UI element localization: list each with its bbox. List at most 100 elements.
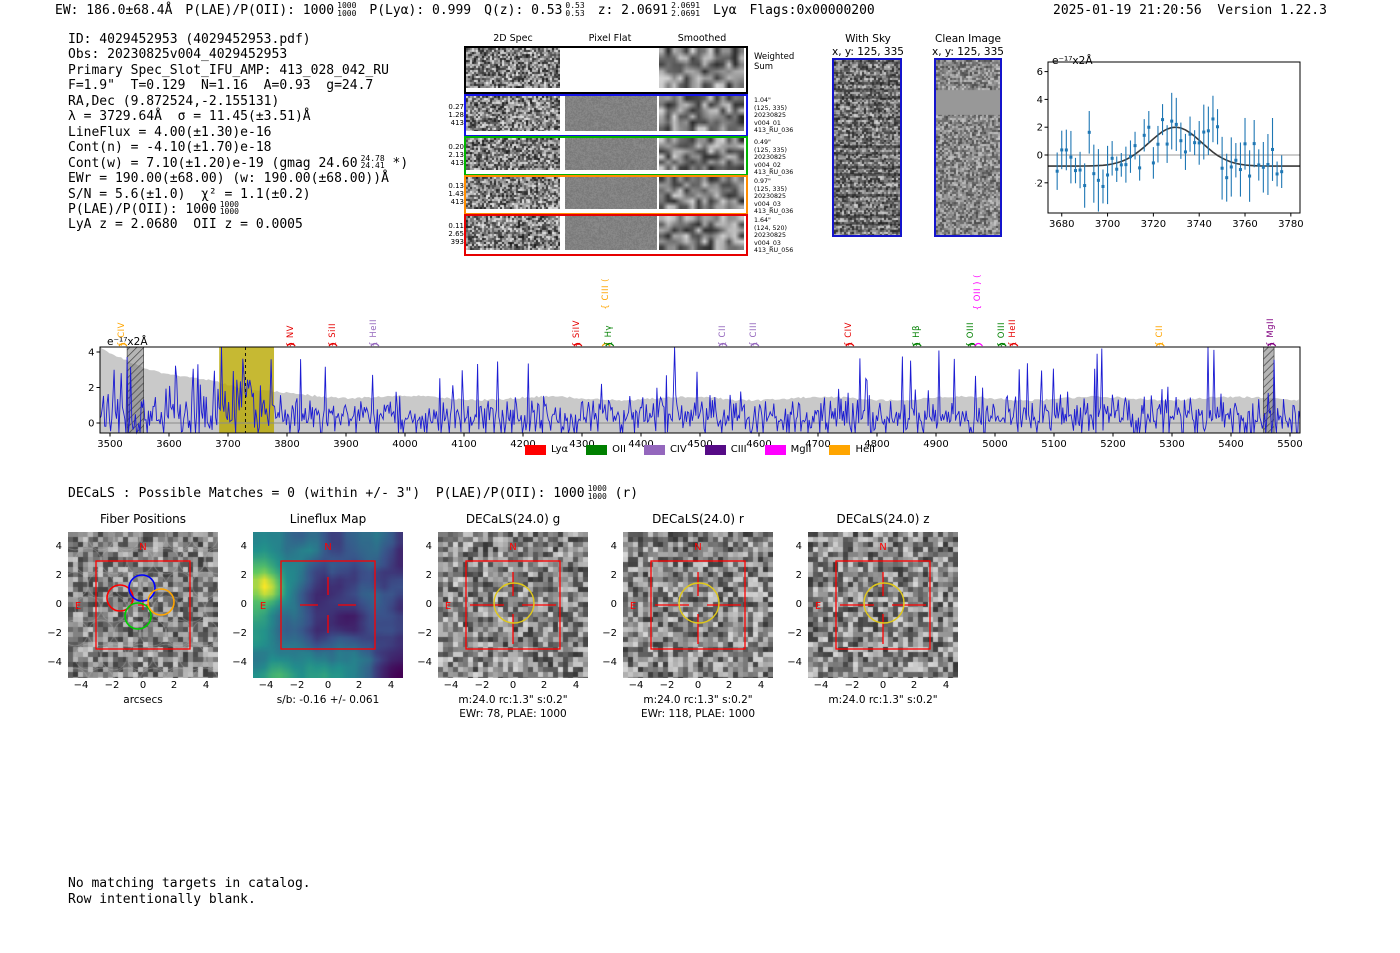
spec2d-cell-image [659, 138, 744, 170]
east-marker: E [630, 601, 636, 612]
emission-line-label-h: { Hβ [911, 325, 922, 347]
svg-text:5300: 5300 [1159, 439, 1184, 450]
panel-ytick: 0 [55, 599, 62, 610]
spec2d-row-right-labels: Weighted Sum [754, 52, 795, 72]
panel-xtick: 0 [694, 680, 702, 691]
panel-ytick: −2 [787, 628, 802, 639]
line-fit-inset-plot: 3680 3700 3720 3740 3760 3780 −2 0 2 4 6 e⁻¹⁷x2Å [1028, 50, 1310, 240]
emission-line-label-siiv: { SiIV [572, 319, 583, 347]
legend-swatch [704, 444, 726, 455]
info-line: EWr = 190.00(±68.00) (w: 190.00(±68.00))… [68, 171, 389, 187]
svg-text:4: 4 [1037, 95, 1043, 106]
svg-text:2: 2 [1037, 123, 1043, 134]
with-sky-xy: x, y: 125, 335 [832, 45, 904, 58]
spec2d-cell-image [565, 177, 657, 209]
clean-image-box [934, 58, 1002, 237]
panel-ytick: −4 [417, 657, 432, 668]
flags-value: Flags:0x00000200 [749, 3, 875, 18]
fiber-circle-green [124, 602, 152, 630]
panel-xtick: −2 [289, 680, 305, 691]
panel-xtick: 0 [139, 680, 147, 691]
spec2d-col-title-pixelflat: Pixel Flat [588, 33, 632, 44]
panel-ytick: −4 [602, 657, 617, 668]
legend-label: MgII [790, 444, 812, 455]
emission-line-label-cii: { CII [717, 325, 728, 347]
fiber-circle-orange [147, 588, 175, 616]
panel-xtick: −4 [628, 680, 644, 691]
spec2d-row: Weighted Sum [464, 46, 794, 94]
panel-ytick: 4 [240, 541, 247, 552]
east-marker: E [815, 601, 821, 612]
panel-title-fiber: Fiber Positions [99, 512, 187, 526]
svg-text:4400: 4400 [628, 439, 653, 450]
spec2d-cell-image [466, 177, 560, 209]
aperture-circle [863, 582, 905, 624]
panel-xtick: −4 [73, 680, 89, 691]
spec2d-row: 0.20 2.13 413 0.49" (125, 335) 20230825 v004_0… [448, 136, 793, 176]
east-marker: E [445, 601, 451, 612]
svg-text:5400: 5400 [1218, 439, 1243, 450]
info-line: ID: 4029452953 (4029452953.pdf) [68, 32, 311, 47]
spectrum-ylabel: e⁻¹⁷x2Å [107, 336, 148, 348]
fiber-positions-panel: N E 4 2 0 −2 −4 −4 −2 0 2 4 [47, 532, 218, 691]
z-value: z: 2.0691 2.0691 2.0691 [597, 1, 701, 18]
svg-text:4900: 4900 [923, 439, 948, 450]
clean-image-header: Clean Image x, y: 125, 335 [920, 33, 1016, 58]
p-lya-value: P(Lyα): 0.999 [369, 3, 472, 18]
with-sky-header: With Sky x, y: 125, 335 [820, 33, 916, 58]
legend-label: CIV [669, 444, 687, 455]
svg-text:4700: 4700 [805, 439, 830, 450]
aperture-circle [678, 582, 720, 624]
full-spectrum-plot: 3500 3600 3700 3800 3900 4000 4100 4200 4300 4400… [85, 335, 1310, 465]
info-line: λ = 3729.64Å σ = 11.45(±3.51)Å [68, 109, 311, 125]
fiber-xlabel: arcsecs [123, 694, 163, 706]
spec2d-cell-image [659, 216, 744, 250]
full-spectrum-svg: 3500 3600 3700 3800 3900 4000 4100 4200 4300 4400… [88, 342, 1303, 450]
svg-text:3900: 3900 [333, 439, 358, 450]
spec2d-row: 0.27 1.28 413 1.04" (125, 335) 20230825 v004_0… [448, 94, 793, 137]
panel-xtick: −2 [659, 680, 675, 691]
panel-title-decals-g: DECaLS(24.0) g [465, 512, 561, 526]
panel-ytick: 2 [240, 570, 247, 581]
info-fraction: 1000 1000 [219, 199, 239, 217]
info-line: RA,Dec (9.872524,-2.155131) [68, 93, 280, 109]
decals-g-caption1: m:24.0 rc:1.3" s:0.2" [458, 694, 568, 706]
panel-title-decals-z: DECaLS(24.0) z [836, 512, 930, 526]
decals-z-overlay: N E [815, 542, 931, 650]
emission-line-label-oiii: { OIII [966, 321, 977, 347]
spec2d-cell-image [659, 48, 744, 88]
decals-g-panel: N E 4 2 0 −2 −4 −4 −2 0 2 4 [417, 532, 588, 691]
info-fraction: 24.78 24.41 [360, 153, 385, 171]
east-marker: E [75, 601, 81, 612]
spectrum-legend: Lyα OII CIV CIII MgII HeII [100, 444, 1300, 455]
east-marker: E [260, 601, 266, 612]
extraction-box [465, 560, 561, 650]
spec2d-cell-image [565, 96, 657, 131]
spec2d-cell-image [466, 138, 560, 170]
spec2d-row-right-labels: 1.64" (124, 520) 20230825 v004_03 413_RU_056 [754, 217, 794, 255]
panel-ytick: −4 [47, 657, 62, 668]
panel-xtick: 2 [910, 680, 918, 691]
panel-ytick: 2 [55, 570, 62, 581]
panel-xtick: 4 [757, 680, 765, 691]
z-fraction: 2.0691 2.0691 [671, 1, 701, 18]
svg-text:3800: 3800 [274, 439, 299, 450]
lineflux-caption: s/b: -0.16 +/- 0.061 [276, 694, 380, 706]
spec2d-row-left-labels: 0.20 2.13 413 [448, 143, 464, 168]
spec2d-cell-image [466, 96, 560, 131]
with-sky-image-box [832, 58, 902, 237]
svg-text:3600: 3600 [156, 439, 181, 450]
decals-match-line: DECaLS : Possible Matches = 0 (within +/… [68, 485, 638, 501]
panel-xtick: −4 [813, 680, 829, 691]
spec2d-cell-image [466, 48, 560, 88]
decals-g-overlay: N E [445, 542, 561, 650]
panel-ytick: −2 [232, 628, 247, 639]
fiber-positions-overlay: N E [75, 542, 191, 650]
extraction-box [835, 560, 931, 650]
legend-label: CIII [730, 444, 747, 455]
clean-image [936, 60, 1000, 235]
decals-r-image [623, 532, 773, 678]
decals-r-panel: N E 4 2 0 −2 −4 −4 −2 0 2 4 [602, 532, 773, 691]
legend-swatch [643, 444, 665, 455]
svg-text:5500: 5500 [1277, 439, 1302, 450]
